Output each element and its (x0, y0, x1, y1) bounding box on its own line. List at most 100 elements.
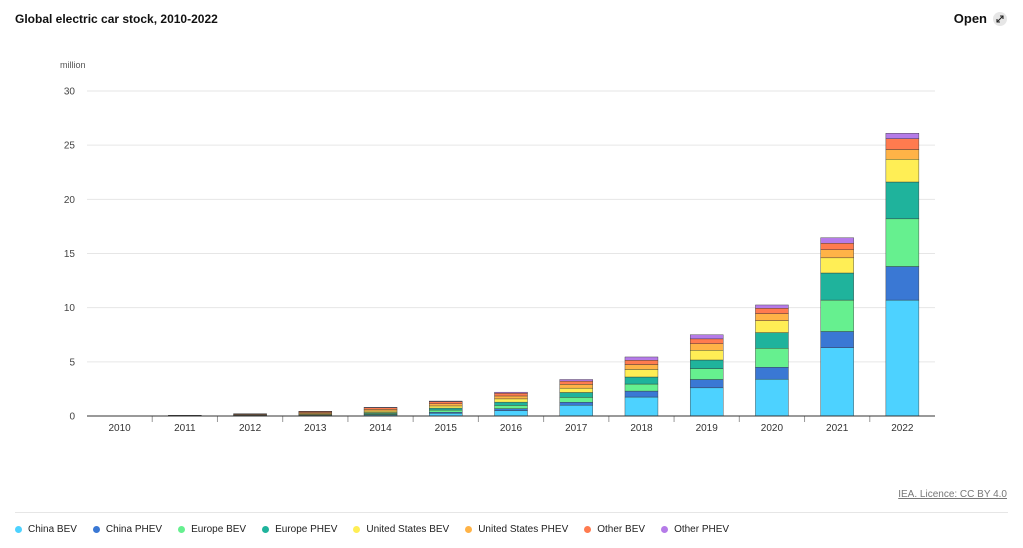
open-label: Open (953, 11, 987, 26)
y-tick-label: 0 (69, 412, 75, 423)
bar-segment (755, 378, 789, 417)
bar-segment (885, 266, 920, 301)
bar-segment (429, 401, 463, 404)
legend-item[interactable]: Other BEV (584, 524, 645, 535)
legend-item[interactable]: China BEV (15, 524, 77, 535)
bar-segment (820, 257, 854, 274)
legend-label: Europe BEV (191, 524, 247, 535)
bar-segment (559, 379, 593, 382)
open-button[interactable]: Open (954, 11, 1007, 26)
bar-segment (885, 159, 920, 183)
stacked-bar-chart: million 0 5 10 15 20 25 30 2010 2011 2012 2013 2014 2… (60, 60, 935, 434)
bar-segment (820, 237, 854, 244)
bar-segment (820, 272, 854, 301)
bar-segment (624, 360, 659, 365)
legend-item[interactable]: Europe PHEV (262, 524, 337, 535)
bar-segment (559, 397, 593, 403)
y-tick-label: 10 (64, 303, 76, 314)
x-tick-label: 2021 (826, 423, 849, 434)
bar-segment (559, 392, 593, 398)
bar-segment (624, 376, 659, 385)
bar-segment (755, 332, 789, 349)
legend-swatch (178, 526, 186, 533)
bar-segment (559, 402, 593, 406)
chart-title: Global electric car stock, 2010-2022 (15, 12, 218, 26)
x-tick-label: 2017 (565, 423, 588, 434)
bar-segment (429, 400, 463, 402)
bar-segment (885, 149, 920, 160)
x-tick-label: 2012 (239, 423, 262, 434)
legend-swatch (661, 526, 669, 533)
bar-segment (624, 356, 659, 361)
bar-segment (689, 359, 724, 369)
bar-segment (494, 398, 528, 403)
bar-segment (755, 348, 789, 368)
bar-segment (820, 299, 854, 332)
bar-segment (559, 380, 593, 385)
legend-label: China BEV (28, 524, 77, 535)
legend-swatch (353, 526, 361, 533)
legend-swatch (584, 526, 592, 533)
legend-label: Other PHEV (674, 524, 730, 535)
bar-segment (689, 350, 724, 361)
legend-item[interactable]: Other PHEV (661, 524, 729, 535)
bar-segment (559, 387, 593, 393)
bar-segment (689, 343, 724, 351)
x-tick-label: 2011 (174, 423, 196, 434)
bar-segment (624, 390, 659, 398)
bar-segment (494, 395, 528, 400)
y-tick-label: 30 (64, 87, 76, 98)
bar-segment (755, 313, 789, 321)
x-tick-label: 2013 (304, 423, 327, 434)
x-tick-label: 2018 (630, 423, 653, 434)
x-tick-label: 2010 (108, 423, 131, 434)
legend-swatch (15, 526, 22, 533)
bar-segment (885, 299, 920, 417)
bar-segment (363, 407, 398, 410)
bar-segment (429, 403, 463, 407)
legend-item[interactable]: United States BEV (353, 524, 449, 535)
y-tick-label: 20 (64, 195, 76, 206)
bar-segment (624, 396, 659, 417)
legend-label: China PHEV (105, 524, 163, 535)
bar-segment (429, 405, 463, 409)
x-tick-label: 2019 (696, 423, 719, 434)
legend-divider (15, 512, 1008, 513)
bar-segment (363, 409, 398, 412)
bar-segment (885, 138, 920, 150)
bar-segment (689, 379, 724, 389)
bar-segment (494, 391, 528, 394)
bar-segment (755, 320, 789, 333)
bar-segment (755, 304, 789, 309)
legend-label: United States BEV (366, 524, 450, 535)
x-tick-label: 2014 (369, 423, 392, 434)
bar-segment (820, 347, 854, 417)
bar-segment (820, 331, 854, 348)
bar-segment (755, 367, 789, 380)
bar-segment (689, 368, 724, 380)
y-axis-label: million (60, 60, 86, 70)
bar-segment (755, 308, 789, 314)
bar-segment (494, 401, 528, 406)
bar-segment (429, 409, 463, 413)
legend-item[interactable]: Europe BEV (178, 524, 246, 535)
bar-segment (885, 181, 920, 220)
legend-item[interactable]: China PHEV (92, 524, 163, 535)
bar-segment (559, 384, 593, 389)
x-tick-label: 2016 (500, 423, 523, 434)
x-tick-label: 2020 (761, 423, 784, 434)
bar-segment (689, 334, 724, 340)
y-tick-label: 25 (64, 141, 76, 152)
bar-segment (624, 364, 659, 370)
bar-segment (494, 410, 528, 417)
bar-segment (885, 218, 920, 267)
bar-segment (494, 393, 528, 397)
bar-segment (885, 133, 920, 139)
legend-label: United States PHEV (478, 524, 569, 535)
bar-segment (494, 405, 528, 409)
bar-segment (363, 410, 398, 413)
expand-icon (993, 11, 1007, 26)
legend-item[interactable]: United States PHEV (465, 524, 568, 535)
licence-link[interactable]: IEA. Licence: CC BY 4.0 (898, 489, 1007, 500)
bar-segment (559, 404, 593, 417)
